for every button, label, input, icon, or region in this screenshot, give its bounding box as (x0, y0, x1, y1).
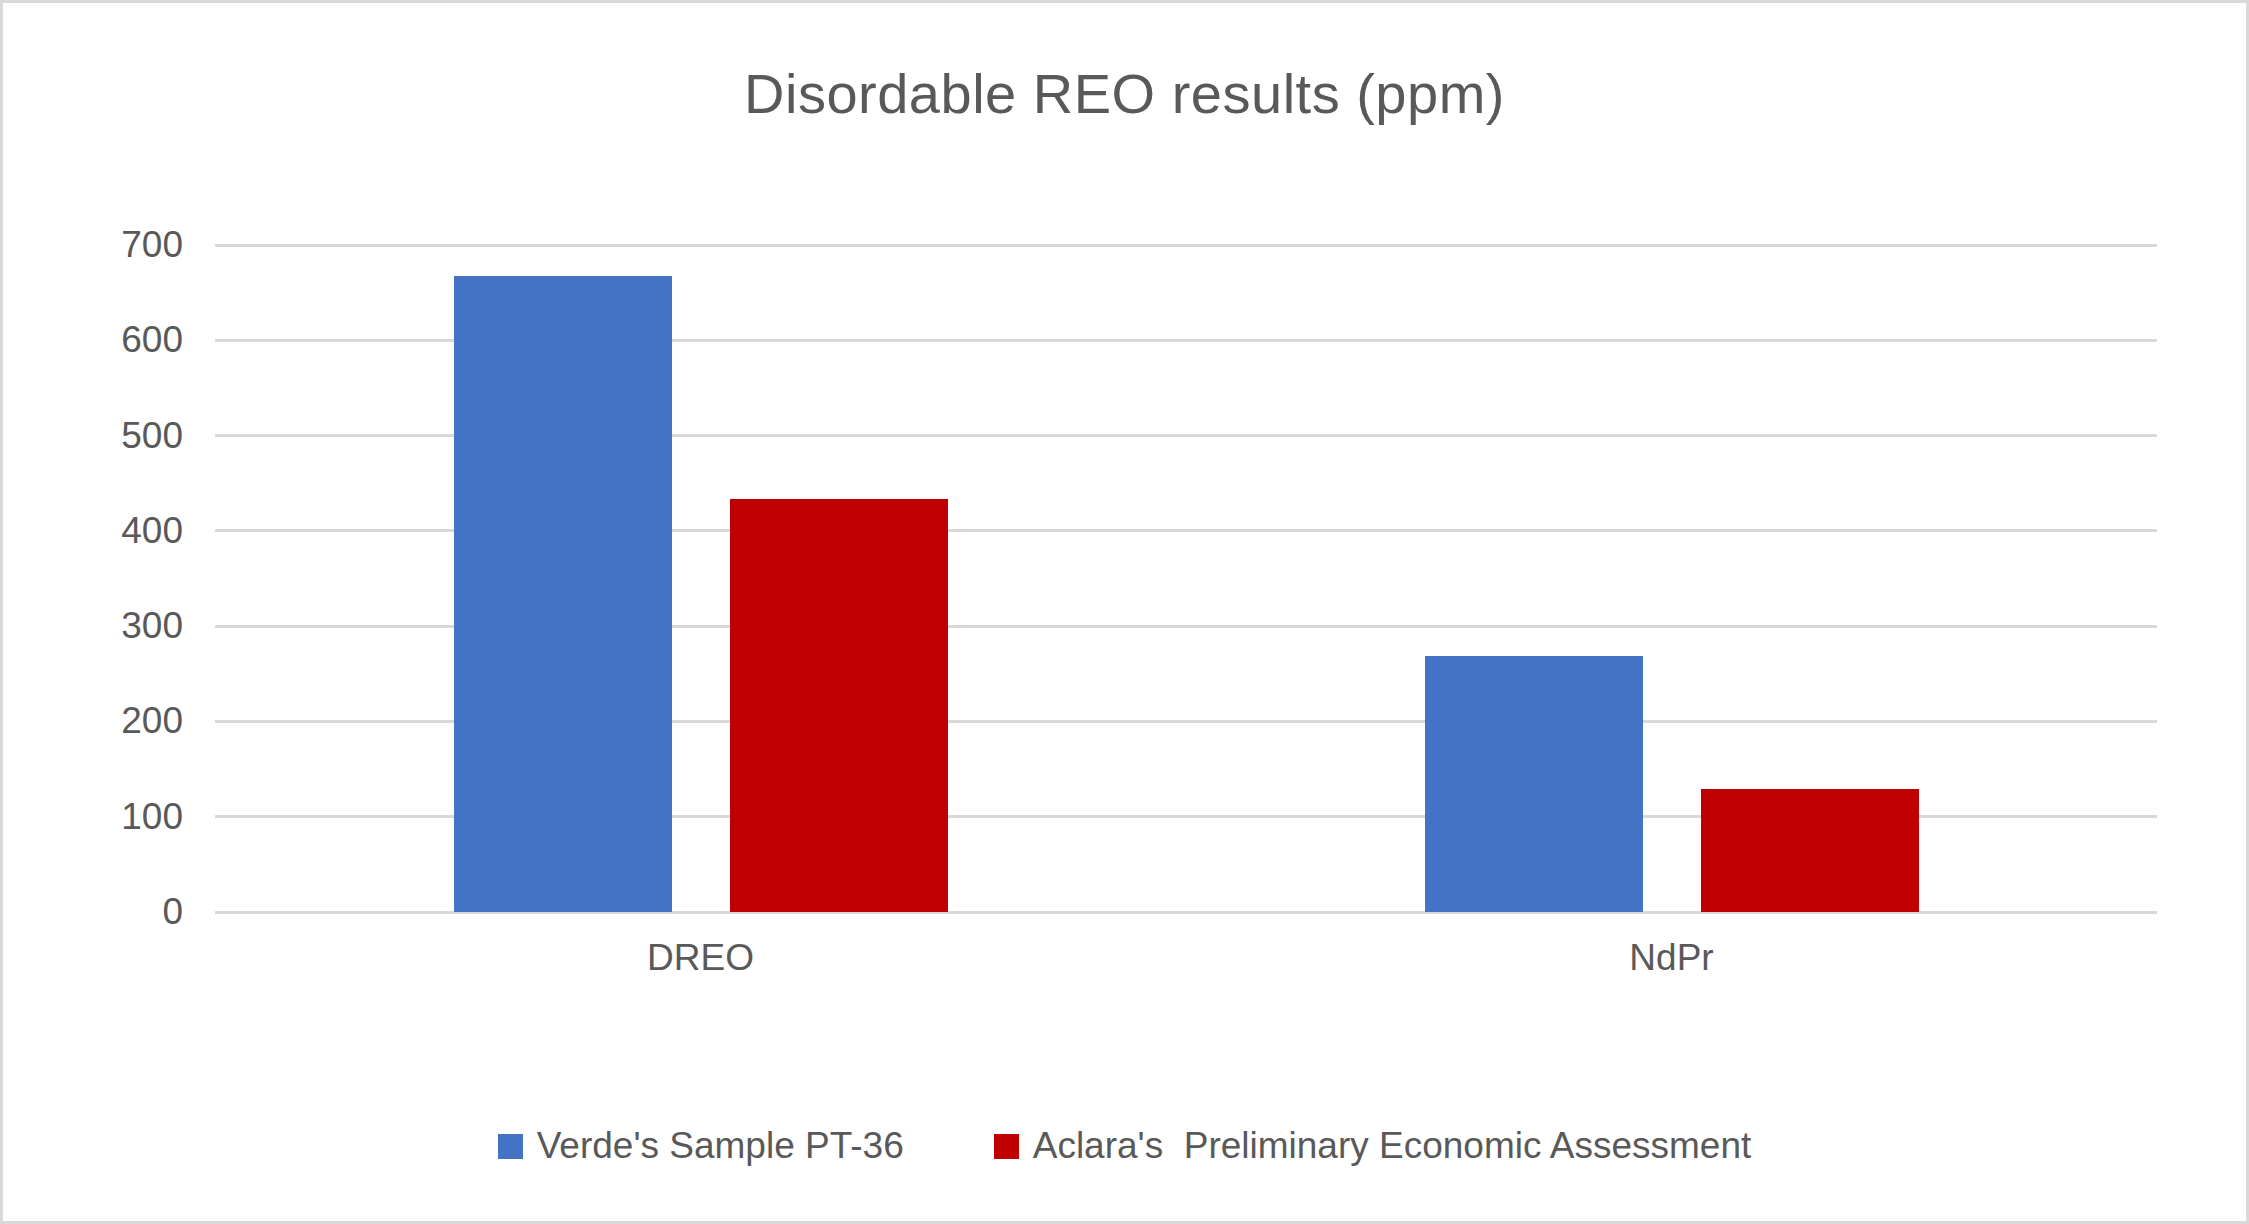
bar-verde-s-sample-pt-36-ndpr (1425, 656, 1643, 912)
y-tick-label-600: 600 (43, 319, 183, 361)
legend-swatch-verde-s-sample-pt-36 (498, 1134, 523, 1159)
legend-item-verde-s-sample-pt-36: Verde's Sample PT-36 (498, 1125, 904, 1167)
y-tick-label-200: 200 (43, 700, 183, 742)
plot-area (215, 245, 2157, 912)
chart-canvas: Disordable REO results (ppm) 0 100 200 300 4… (0, 0, 2249, 1224)
x-axis-label-dreo: DREO (551, 937, 851, 979)
chart-title: Disordable REO results (ppm) (3, 61, 2246, 126)
bar-aclara-s-preliminary-economic-assessment-ndpr (1701, 789, 1919, 912)
y-tick-label-300: 300 (43, 605, 183, 647)
y-tick-label-700: 700 (43, 224, 183, 266)
bar-aclara-s-preliminary-economic-assessment-dreo (730, 499, 948, 912)
legend: Verde's Sample PT-36 Aclara's Preliminary… (3, 1125, 2246, 1167)
legend-label-aclara-s-preliminary-economic-assessment: Aclara's Preliminary Economic Assessment (1033, 1125, 1752, 1167)
gridline-700 (215, 244, 2157, 247)
legend-swatch-aclara-s-preliminary-economic-assessment (994, 1134, 1019, 1159)
y-tick-label-400: 400 (43, 510, 183, 552)
y-tick-label-0: 0 (43, 891, 183, 933)
y-tick-label-500: 500 (43, 415, 183, 457)
x-axis-label-ndpr: NdPr (1522, 937, 1822, 979)
legend-label-verde-s-sample-pt-36: Verde's Sample PT-36 (537, 1125, 904, 1167)
bar-verde-s-sample-pt-36-dreo (454, 276, 672, 912)
y-tick-label-100: 100 (43, 796, 183, 838)
legend-item-aclara-s-preliminary-economic-assessment: Aclara's Preliminary Economic Assessment (994, 1125, 1752, 1167)
